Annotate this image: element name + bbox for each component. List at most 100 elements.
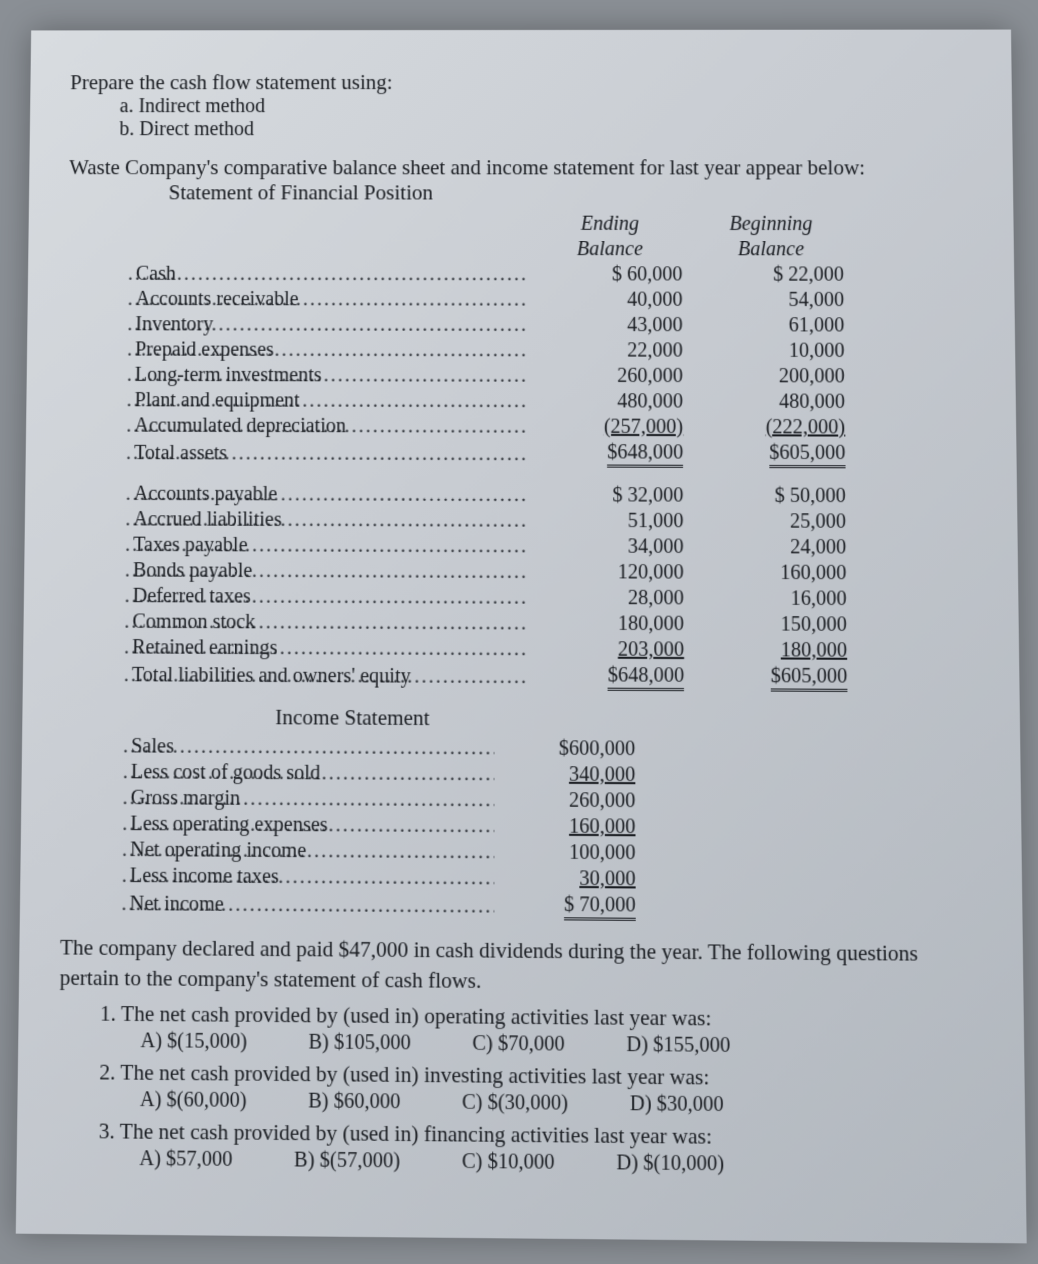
row-label: Retained earnings [124, 635, 530, 663]
row-value: 340,000 [495, 762, 644, 789]
row-beginning: 24,000 [692, 534, 855, 560]
row-label: Cash [128, 262, 530, 288]
row-label: Less cost of goods sold [123, 760, 495, 788]
q2-opt-d: D) $30,000 [630, 1092, 724, 1117]
question-1: 1. The net cash provided by (used in) op… [100, 1001, 983, 1034]
row-ending: 40,000 [530, 287, 691, 313]
row-label: Gross margin [122, 785, 494, 813]
row-beginning: 61,000 [691, 313, 853, 339]
row-ending: 480,000 [530, 389, 692, 415]
row-ending: $648,000 [530, 440, 692, 469]
row-value: 100,000 [494, 840, 643, 867]
row-beginning: 25,000 [692, 509, 855, 535]
row-value: 260,000 [495, 788, 644, 815]
row-ending: 43,000 [530, 313, 691, 339]
q3-opt-a: A) $57,000 [139, 1147, 232, 1172]
row-beginning: 16,000 [692, 586, 855, 612]
q3-opt-c: C) $10,000 [462, 1150, 555, 1175]
row-ending: 180,000 [530, 611, 693, 637]
table-row: Inventory43,00061,000 [127, 312, 852, 339]
row-label: Accounts receivable [128, 287, 530, 313]
row-ending: $ 60,000 [530, 262, 691, 288]
income-statement-table: Sales$600,000Less cost of goods sold340,… [121, 734, 857, 924]
q1-opt-a: A) $(15,000) [140, 1029, 247, 1054]
intro-option-a: a. Indirect method [120, 95, 972, 118]
table-row: Common stock180,000150,000 [124, 609, 855, 638]
note-text: The company declared and paid $47,000 in… [60, 933, 983, 1001]
row-beginning: 54,000 [691, 288, 853, 314]
header-row-1: Ending Beginning [128, 211, 851, 237]
row-beginning: $605,000 [691, 440, 853, 469]
row-beginning: 150,000 [692, 612, 855, 639]
row-beginning: 10,000 [691, 338, 853, 364]
header-row-2: Balance Balance [128, 236, 852, 262]
statement-subtitle: Statement of Financial Position [169, 180, 973, 206]
note-line-1: The company declared and paid $47,000 in… [60, 935, 918, 966]
balance-sheet-table: Ending Beginning Balance Balance Cash$ 6… [124, 211, 856, 693]
q3-opt-d: D) $(10,000) [616, 1151, 724, 1176]
income-statement-title: Income Statement [275, 705, 979, 734]
row-value: 30,000 [494, 866, 643, 893]
row-label: Accrued liabilities [125, 507, 529, 534]
table-row: Accounts payable$ 32,000$ 50,000 [126, 482, 855, 510]
table-row: Long-term investments260,000200,000 [127, 363, 853, 390]
table-row: Accrued liabilities51,00025,000 [125, 507, 854, 535]
row-ending: $648,000 [530, 663, 693, 693]
q1-opt-b: B) $105,000 [308, 1030, 410, 1055]
row-label: Inventory [127, 312, 529, 338]
row-beginning: $ 22,000 [690, 262, 852, 288]
note-line-2: pertain to the company's statement of ca… [60, 965, 482, 993]
row-label: Less income taxes [122, 863, 495, 891]
header-begin-2: Balance [690, 237, 852, 262]
row-label: Accumulated depreciation [126, 413, 529, 439]
table-row: Cash$ 60,000$ 22,000 [128, 262, 852, 288]
question-1-options: A) $(15,000) B) $105,000 C) $70,000 D) $… [140, 1029, 983, 1060]
row-label: Taxes payable [125, 533, 530, 560]
row-label: Total assets [126, 439, 530, 469]
row-ending: 34,000 [530, 534, 692, 560]
row-ending: 260,000 [530, 363, 691, 389]
table-row: Total assets$648,000$605,000 [126, 439, 854, 470]
row-ending: 22,000 [530, 338, 691, 364]
row-beginning: 480,000 [691, 389, 853, 415]
row-label: Accounts payable [126, 482, 530, 509]
row-label: Sales [123, 734, 495, 762]
row-beginning: (222,000) [691, 415, 853, 441]
row-label: Common stock [124, 609, 529, 636]
question-2-options: A) $(60,000) B) $60,000 C) $(30,000) D) … [140, 1088, 984, 1119]
table-row: Taxes payable34,00024,000 [125, 533, 854, 561]
row-ending: 203,000 [530, 637, 693, 664]
row-label: Net income [121, 889, 494, 921]
table-row: Sales$600,000 [123, 734, 856, 764]
row-ending: 120,000 [530, 560, 692, 586]
table-row: Plant and equipment480,000480,000 [126, 388, 853, 415]
row-beginning: $ 50,000 [691, 483, 854, 509]
q2-opt-c: C) $(30,000) [462, 1091, 568, 1116]
table-row: Net income$ 70,000 [121, 889, 857, 923]
q3-opt-b: B) $(57,000) [294, 1148, 400, 1173]
row-ending: (257,000) [530, 414, 692, 440]
row-label: Total liabilities and owners' equity [124, 661, 530, 692]
header-ending-1: Ending [530, 212, 691, 237]
intro-option-b: b. Direct method [119, 118, 972, 141]
row-label: Deferred taxes [124, 584, 529, 611]
row-beginning: $605,000 [692, 663, 855, 693]
table-row: Bonds payable120,000160,000 [125, 558, 855, 586]
row-beginning: 160,000 [692, 560, 855, 586]
q1-opt-c: C) $70,000 [472, 1032, 564, 1057]
statement-title: Waste Company's comparative balance shee… [69, 155, 972, 180]
table-row: Deferred taxes28,00016,000 [124, 584, 854, 613]
q1-opt-d: D) $155,000 [626, 1033, 730, 1058]
header-ending-2: Balance [530, 237, 691, 262]
row-value: 160,000 [494, 814, 643, 841]
row-label: Less operating expenses [122, 811, 494, 839]
row-label: Long-term investments [127, 363, 530, 389]
q2-opt-a: A) $(60,000) [140, 1088, 247, 1113]
q2-opt-b: B) $60,000 [308, 1089, 400, 1114]
row-beginning: 180,000 [692, 637, 855, 664]
row-ending: $ 32,000 [530, 483, 692, 509]
table-row: Total liabilities and owners' equity$648… [124, 661, 856, 693]
table-row: Prepaid expenses22,00010,000 [127, 337, 853, 364]
intro-block: Prepare the cash flow statement using: a… [70, 70, 972, 141]
row-label: Prepaid expenses [127, 337, 530, 363]
